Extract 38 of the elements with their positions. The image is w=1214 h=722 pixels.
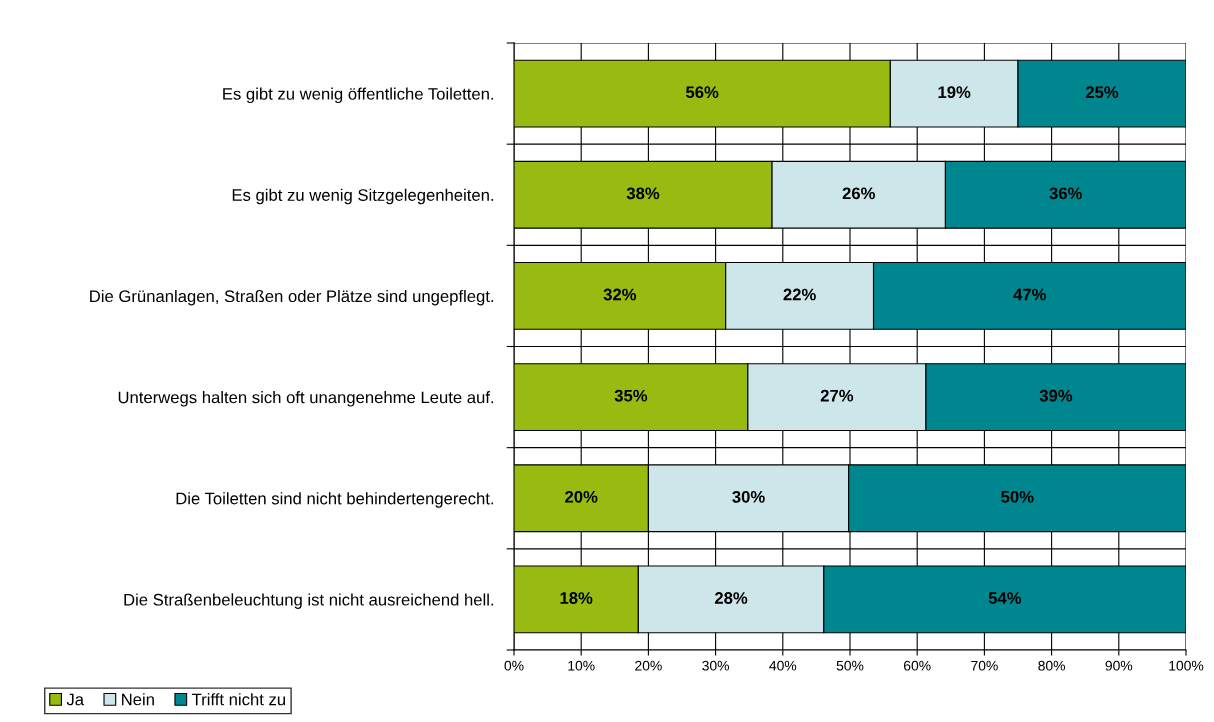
data-label: 50% [1001,490,1034,503]
legend-label: Nein [122,693,154,706]
data-label: 35% [614,389,648,402]
data-label: 20% [565,490,598,503]
legend-label: Trifft nicht zu [192,693,285,706]
x-tick-label: 80% [1038,660,1066,671]
y-tick-label: Unterwegs halten sich oft unangenehme Leute auf. [118,391,494,407]
y-tick-label: Es gibt zu wenig Sitzgelegenheiten. [232,188,494,205]
x-tick-label: 50% [836,660,864,671]
data-label: 22% [783,288,816,301]
y-tick-label: Die Grünanlagen, Straßen oder Plätze sind ungepflegt. [90,289,494,306]
x-tick-label: 10% [568,660,595,671]
data-label: 25% [1085,86,1119,99]
data-label: 28% [714,592,748,604]
data-label: 36% [1049,187,1082,200]
x-tick-label: 20% [635,660,662,671]
x-tick-label: 40% [769,660,797,671]
x-tick-label: 90% [1105,660,1133,671]
y-tick-label: Die Straßenbeleuchtung ist nicht ausreichend hell. [124,593,494,609]
x-tick-label: 70% [971,660,998,671]
data-label: 39% [1039,389,1073,402]
x-tick-label: 100% [1169,660,1204,671]
data-label: 47% [1013,288,1046,301]
data-label: 19% [938,86,971,99]
y-tick-label: Die Toiletten sind nicht behindertengerecht. [176,492,494,508]
x-tick-label: 30% [702,660,730,671]
data-label: 32% [603,288,637,301]
data-label: 56% [685,86,719,99]
legend-label: Ja [66,693,85,706]
data-label: 30% [732,490,765,503]
y-tick-label: Es gibt zu wenig öffentliche Toiletten. [223,87,494,104]
x-tick-label: 0% [504,660,524,671]
x-tick-label: 60% [904,660,931,671]
data-label: 26% [842,187,875,200]
data-label: 18% [560,592,593,604]
data-label: 54% [988,592,1022,604]
data-label: 38% [626,187,660,200]
data-label: 27% [820,389,854,402]
